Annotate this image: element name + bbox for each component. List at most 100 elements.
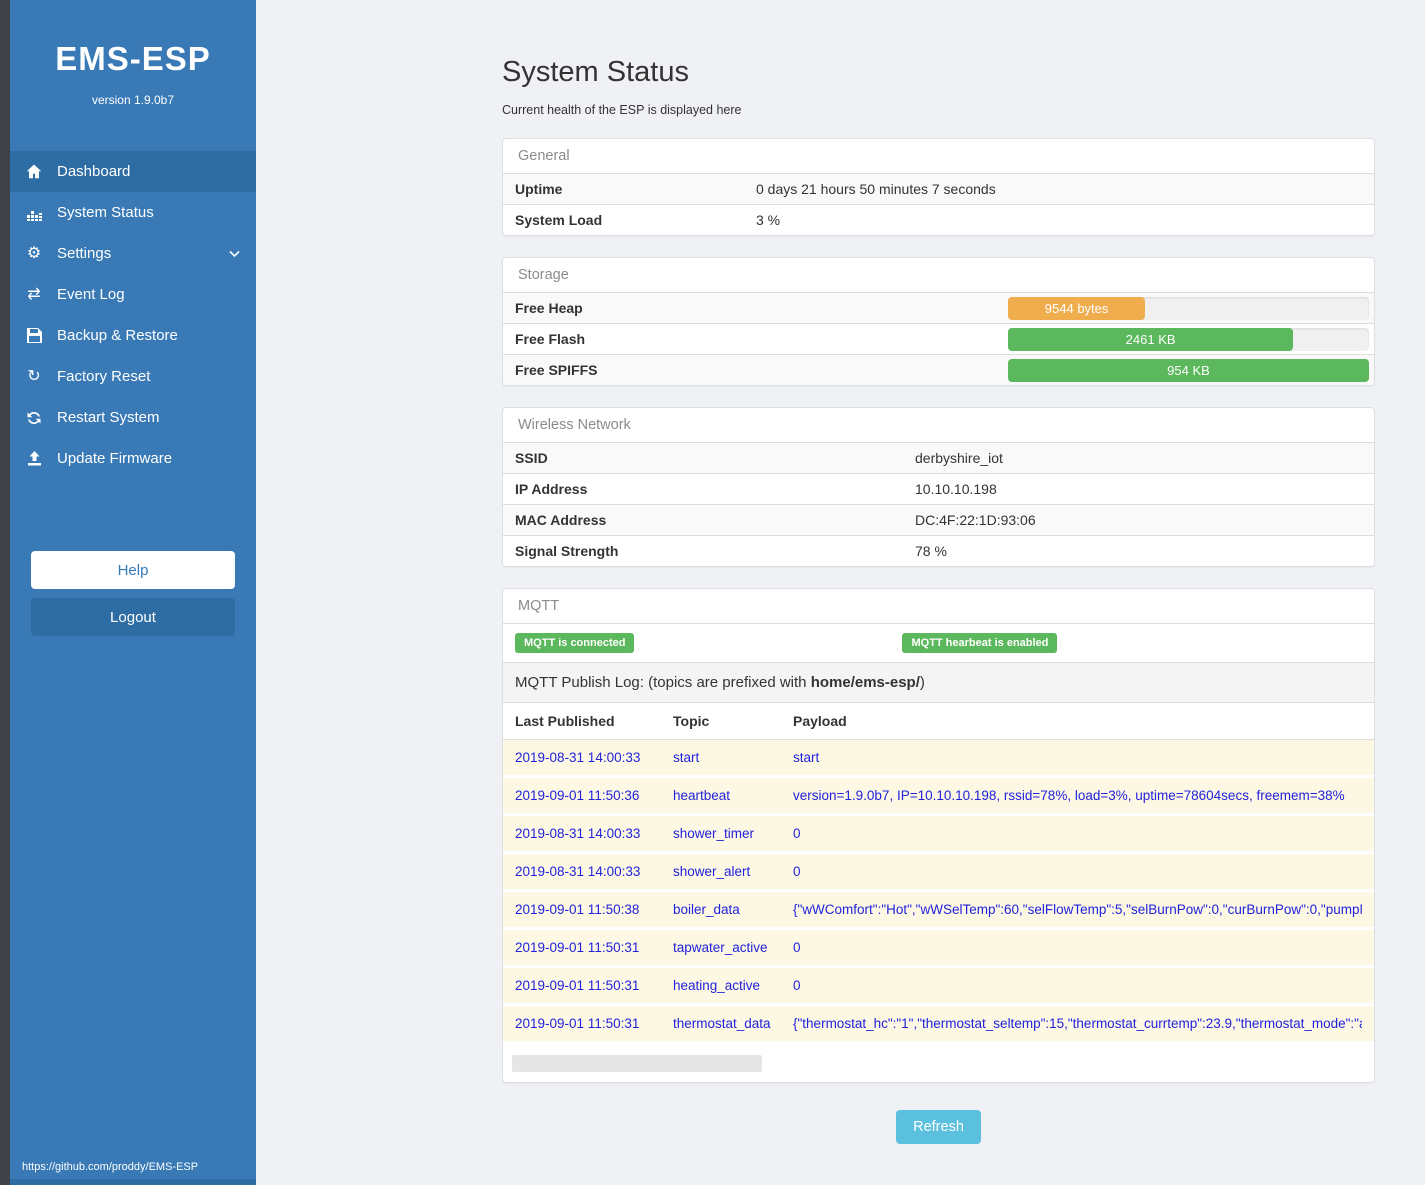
sidebar-item-settings[interactable]: ⚙ Settings xyxy=(10,233,256,274)
log-row: 2019-09-01 11:50:36 heartbeat version=1.9.… xyxy=(503,775,1374,813)
wireless-rows: SSID derbyshire_iot IP Address 10.10.10.198… xyxy=(503,442,1374,566)
row-label: Free Flash xyxy=(515,331,586,347)
sidebar-item-backup-restore[interactable]: Backup & Restore xyxy=(10,315,256,356)
page-subtitle: Current health of the ESP is displayed h… xyxy=(502,103,742,117)
log-payload: 0 xyxy=(793,940,801,955)
log-payload: 0 xyxy=(793,864,801,879)
row-label: IP Address xyxy=(515,481,588,497)
sidebar-bottom-strip xyxy=(10,1179,256,1185)
chevron-down-icon xyxy=(229,250,240,258)
app-version: version 1.9.0b7 xyxy=(91,93,175,107)
log-payload: {"thermostat_hc":"1","thermostat_seltemp… xyxy=(793,1016,1362,1031)
column-last-published: Last Published xyxy=(515,713,615,729)
status-row: Signal Strength 78 % xyxy=(503,535,1374,566)
column-topic: Topic xyxy=(673,713,710,729)
refresh-area: Refresh xyxy=(502,1110,1375,1144)
sidebar-item-label: Backup & Restore xyxy=(57,327,178,344)
mqtt-log-header: Last Published Topic Payload xyxy=(503,702,1374,739)
undo-icon: ↻ xyxy=(27,367,41,385)
log-topic: boiler_data xyxy=(673,902,740,917)
log-intro-prefix: MQTT Publish Log: (topics are prefixed w… xyxy=(515,674,811,691)
sync-icon xyxy=(22,410,46,426)
log-row: 2019-09-01 11:50:31 heating_active 0 xyxy=(503,965,1374,1003)
row-label: Free Heap xyxy=(515,300,583,316)
sidebar-item-update-firmware[interactable]: Update Firmware xyxy=(10,438,256,479)
sidebar-item-dashboard[interactable]: Dashboard xyxy=(10,151,256,192)
log-time: 2019-09-01 11:50:31 xyxy=(515,940,640,955)
log-time: 2019-08-31 14:00:33 xyxy=(515,750,641,765)
upload-icon xyxy=(22,451,46,466)
log-time: 2019-09-01 11:50:36 xyxy=(515,788,640,803)
log-row: 2019-08-31 14:00:33 shower_timer 0 xyxy=(503,813,1374,851)
logout-button[interactable]: Logout xyxy=(31,598,235,636)
sidebar-item-label: Restart System xyxy=(57,409,160,426)
log-payload: start xyxy=(793,750,820,765)
storage-panel-title: Storage xyxy=(518,267,569,283)
status-row: MAC Address DC:4F:22:1D:93:06 xyxy=(503,504,1374,535)
row-label: Free SPIFFS xyxy=(515,362,598,378)
refresh-button[interactable]: Refresh xyxy=(896,1110,981,1144)
log-topic: tapwater_active xyxy=(673,940,768,955)
save-icon xyxy=(22,328,46,343)
log-topic-prefix: home/ems-esp/ xyxy=(810,674,920,691)
log-row: 2019-09-01 11:50:38 boiler_data {"wWComfor… xyxy=(503,889,1374,927)
chart-icon xyxy=(22,205,46,221)
log-row: 2019-08-31 14:00:33 shower_alert 0 xyxy=(503,851,1374,889)
row-value: 10.10.10.198 xyxy=(915,481,997,497)
mqtt-panel-title: MQTT xyxy=(518,598,560,614)
log-topic: heartbeat xyxy=(673,788,731,803)
row-value: 0 days 21 hours 50 minutes 7 seconds xyxy=(756,181,996,197)
sidebar-buttons: Help Logout xyxy=(10,551,256,636)
column-payload: Payload xyxy=(793,713,847,729)
mqtt-badges-row: MQTT is connected MQTT hearbeat is enabl… xyxy=(503,623,1374,662)
row-value: DC:4F:22:1D:93:06 xyxy=(915,512,1036,528)
progress-bar: 9544 bytes xyxy=(1008,297,1369,320)
mqtt-connected-badge: MQTT is connected xyxy=(515,633,635,653)
row-label: System Load xyxy=(515,212,603,228)
log-topic: heating_active xyxy=(673,978,761,993)
storage-row: Free Heap 9544 bytes xyxy=(503,292,1374,323)
mqtt-log-rows: 2019-08-31 14:00:33 start start 2019-09-01 … xyxy=(503,739,1374,1041)
log-row: 2019-08-31 14:00:33 start start xyxy=(503,740,1374,775)
sidebar-item-label: Update Firmware xyxy=(57,450,173,467)
horizontal-scrollbar xyxy=(504,1055,1373,1072)
sidebar-item-restart-system[interactable]: Restart System xyxy=(10,397,256,438)
sidebar-item-label: Event Log xyxy=(57,286,125,303)
progress-fill: 2461 KB xyxy=(1008,328,1294,351)
sidebar-item-event-log[interactable]: ⇄ Event Log xyxy=(10,274,256,315)
progress-bar: 2461 KB xyxy=(1008,328,1369,351)
log-time: 2019-09-01 11:50:31 xyxy=(515,978,640,993)
log-intro-suffix: ) xyxy=(919,674,925,691)
main-content: System Status Current health of the ESP … xyxy=(256,0,1425,1185)
general-panel-title: General xyxy=(518,148,570,164)
log-payload: 0 xyxy=(793,826,801,841)
log-time: 2019-09-01 11:50:38 xyxy=(515,902,640,917)
sidebar-item-label: Dashboard xyxy=(57,163,131,180)
status-row: System Load 3 % xyxy=(503,204,1374,235)
log-payload: {"wWComfort":"Hot","wWSelTemp":60,"selFl… xyxy=(793,902,1362,917)
sidebar-item-factory-reset[interactable]: ↻ Factory Reset xyxy=(10,356,256,397)
status-row: SSID derbyshire_iot xyxy=(503,442,1374,473)
row-value: 78 % xyxy=(915,543,947,559)
gear-icon: ⚙ xyxy=(26,244,42,262)
row-value: 3 % xyxy=(756,212,781,228)
app-brand: EMS-ESP version 1.9.0b7 xyxy=(10,0,256,107)
github-link[interactable]: https://github.com/proddy/EMS-ESP xyxy=(22,1161,199,1173)
sidebar-item-system-status[interactable]: System Status xyxy=(10,192,256,233)
wireless-panel: Wireless Network SSID derbyshire_iot IP Ad… xyxy=(502,407,1375,567)
log-payload: 0 xyxy=(793,978,801,993)
sidebar: EMS-ESP version 1.9.0b7 Dashboard System … xyxy=(0,0,256,1185)
storage-rows: Free Heap 9544 bytes Free Flash 2461 KB Free… xyxy=(503,292,1374,385)
progress-fill: 9544 bytes xyxy=(1008,297,1146,320)
log-topic: thermostat_data xyxy=(673,1016,771,1031)
status-row: IP Address 10.10.10.198 xyxy=(503,473,1374,504)
log-time: 2019-08-31 14:00:33 xyxy=(515,826,641,841)
mqtt-heartbeat-badge: MQTT hearbeat is enabled xyxy=(902,633,1058,653)
storage-row: Free Flash 2461 KB xyxy=(503,323,1374,354)
row-label: Uptime xyxy=(515,181,563,197)
log-row: 2019-09-01 11:50:31 tapwater_active 0 xyxy=(503,927,1374,965)
scrollbar-thumb[interactable] xyxy=(512,1055,762,1072)
general-rows: Uptime 0 days 21 hours 50 minutes 7 secon… xyxy=(503,173,1374,235)
help-button[interactable]: Help xyxy=(31,551,235,589)
row-label: SSID xyxy=(515,450,548,466)
